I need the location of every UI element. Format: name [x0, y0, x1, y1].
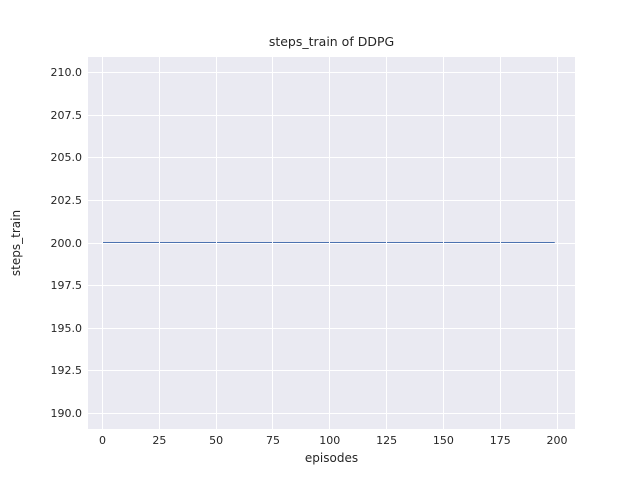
y-gridline	[88, 370, 575, 372]
y-tick-label: 205.0	[50, 151, 83, 165]
y-gridline	[88, 327, 575, 329]
y-tick-label: 200.0	[50, 236, 83, 250]
y-gridline	[88, 199, 575, 201]
x-tick-label: 25	[152, 434, 167, 447]
chart-title: steps_train of DDPG	[268, 34, 395, 49]
x-axis-label: episodes	[304, 451, 359, 465]
x-tick-label: 175	[489, 434, 511, 447]
x-tick-label: 75	[265, 434, 280, 447]
x-tick-label: 200	[546, 434, 568, 447]
y-gridline	[88, 413, 575, 415]
y-tick-label: 195.0	[50, 321, 83, 335]
y-gridline	[88, 285, 575, 287]
y-tick-label: 202.5	[50, 193, 83, 207]
y-gridline	[88, 71, 575, 73]
y-tick-label: 192.5	[50, 364, 83, 378]
x-tick-label: 125	[376, 434, 398, 447]
y-tick-label: 210.0	[50, 65, 83, 79]
x-tick-label: 100	[319, 434, 341, 447]
x-tick-label: 50	[209, 434, 224, 447]
y-tick-label: 197.5	[50, 279, 83, 293]
x-tick-label: 150	[432, 434, 454, 447]
plot-area	[88, 57, 575, 429]
y-gridline	[88, 242, 575, 244]
y-gridline	[88, 114, 575, 116]
y-axis-label: steps_train	[9, 209, 23, 277]
x-tick-label: 0	[99, 434, 107, 447]
y-tick-label: 207.5	[50, 108, 83, 122]
y-tick-label: 190.0	[50, 407, 83, 421]
y-gridline	[88, 157, 575, 159]
